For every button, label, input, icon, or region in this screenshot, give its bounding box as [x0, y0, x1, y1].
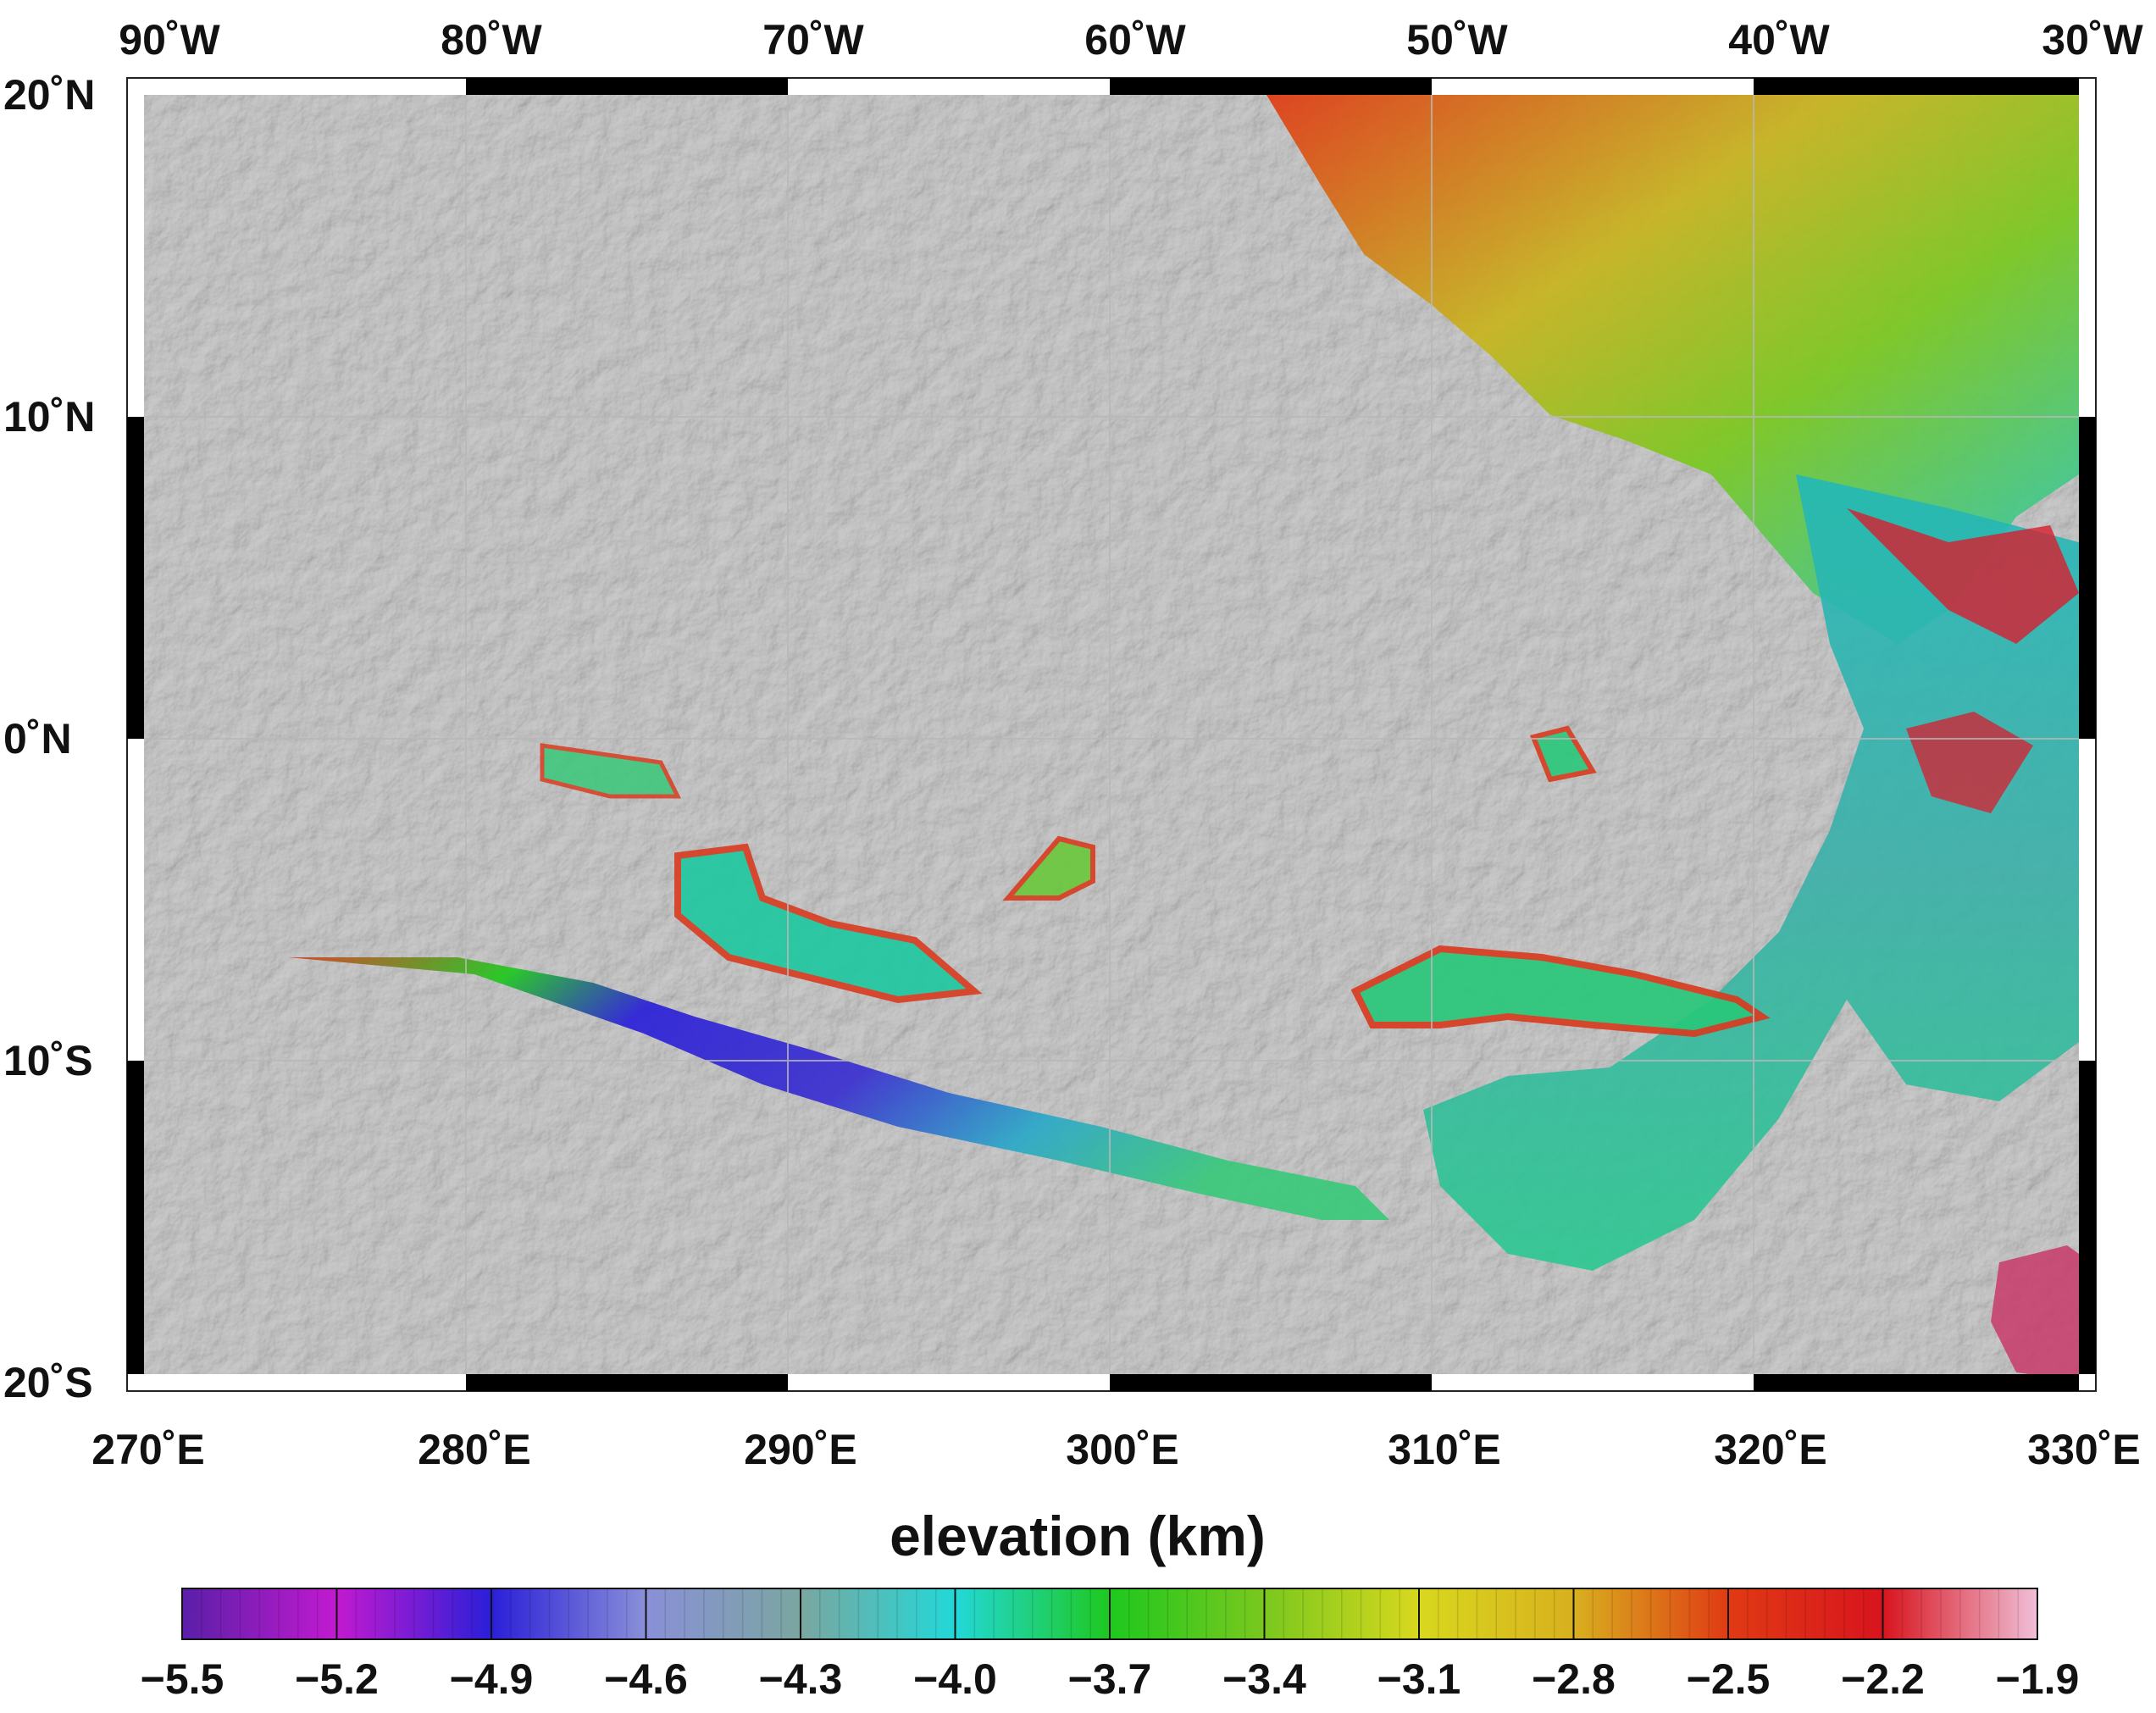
lon-label-40w: 40˚W: [1728, 16, 1830, 64]
lon-label-330e: 330˚E: [2027, 1426, 2141, 1473]
lat-label-0n: 0˚N: [3, 715, 72, 762]
colorbar-segment: [1728, 1588, 1883, 1639]
lon-label-320e: 320˚E: [1714, 1426, 1827, 1473]
lon-label-70w: 70˚W: [762, 16, 864, 64]
colorbar-tick-label: −2.5: [1686, 1655, 1771, 1703]
eastern-rim-2: [1906, 712, 2033, 813]
small-basin-2: [1529, 725, 1597, 783]
lon-label-310e: 310˚E: [1388, 1426, 1501, 1473]
lon-label-30w: 30˚W: [2042, 16, 2143, 64]
lon-label-80w: 80˚W: [441, 16, 542, 64]
colorbar-segment: [801, 1588, 956, 1639]
small-basin: [1002, 835, 1095, 901]
colorbar-tick-label: −1.9: [1995, 1655, 2080, 1703]
colorbar-segment: [182, 1588, 337, 1639]
colorbar-tick-label: −5.2: [295, 1655, 379, 1703]
colorbar-tick-label: −3.7: [1067, 1655, 1152, 1703]
eastern-basin: [1423, 474, 2079, 1271]
colorbar-tick-label: −2.8: [1532, 1655, 1616, 1703]
colorbar-segment: [491, 1588, 646, 1639]
lat-label-10n: 10˚N: [3, 393, 96, 441]
canyon-east-arm: [1350, 945, 1771, 1038]
canyon-north-branch: [674, 843, 983, 1004]
colorbar-tick-label: −3.4: [1222, 1655, 1306, 1703]
lon-label-60w: 60˚W: [1084, 16, 1186, 64]
colorbar-segment: [1419, 1588, 1574, 1639]
lon-label-270e: 270˚E: [91, 1426, 205, 1473]
lon-label-300e: 300˚E: [1066, 1426, 1179, 1473]
canyon-main: [288, 957, 1389, 1220]
southeast-patch: [1991, 1245, 2079, 1381]
colorbar-segment: [646, 1588, 801, 1639]
colorbar-segment: [336, 1588, 492, 1639]
colorbar-tick-label: −4.9: [449, 1655, 534, 1703]
lon-label-280e: 280˚E: [418, 1426, 531, 1473]
graticule: [144, 95, 2079, 1374]
colorbar-tick-label: −4.6: [604, 1655, 688, 1703]
lat-label-20s: 20˚S: [3, 1359, 93, 1406]
elevation-overlay: [288, 95, 2079, 1381]
colorbar: [181, 1588, 2038, 1640]
lon-label-90w: 90˚W: [119, 16, 220, 64]
lat-label-20n: 20˚N: [3, 71, 96, 119]
colorbar-tick-label: −5.5: [140, 1655, 224, 1703]
colorbar-segment: [1573, 1588, 1729, 1639]
eastern-rim: [1847, 508, 2079, 644]
colorbar-tick-label: −4.3: [758, 1655, 843, 1703]
frame-bars: [127, 78, 2096, 1391]
colorbar-segment: [955, 1588, 1111, 1639]
colorbar-segment: [1110, 1588, 1265, 1639]
colorbar-title: elevation (km): [890, 1505, 1266, 1567]
colorbar-tick-label: −2.2: [1841, 1655, 1925, 1703]
lon-label-50w: 50˚W: [1406, 16, 1508, 64]
colorbar-segment: [1882, 1588, 2038, 1639]
colorbar-tick-label: −3.1: [1377, 1655, 1461, 1703]
colorbar-segment: [1264, 1588, 1420, 1639]
colorbar-tick-label: −4.0: [913, 1655, 997, 1703]
lat-label-10s: 10˚S: [3, 1037, 93, 1084]
lon-label-290e: 290˚E: [744, 1426, 857, 1473]
small-basin-3: [540, 743, 682, 799]
